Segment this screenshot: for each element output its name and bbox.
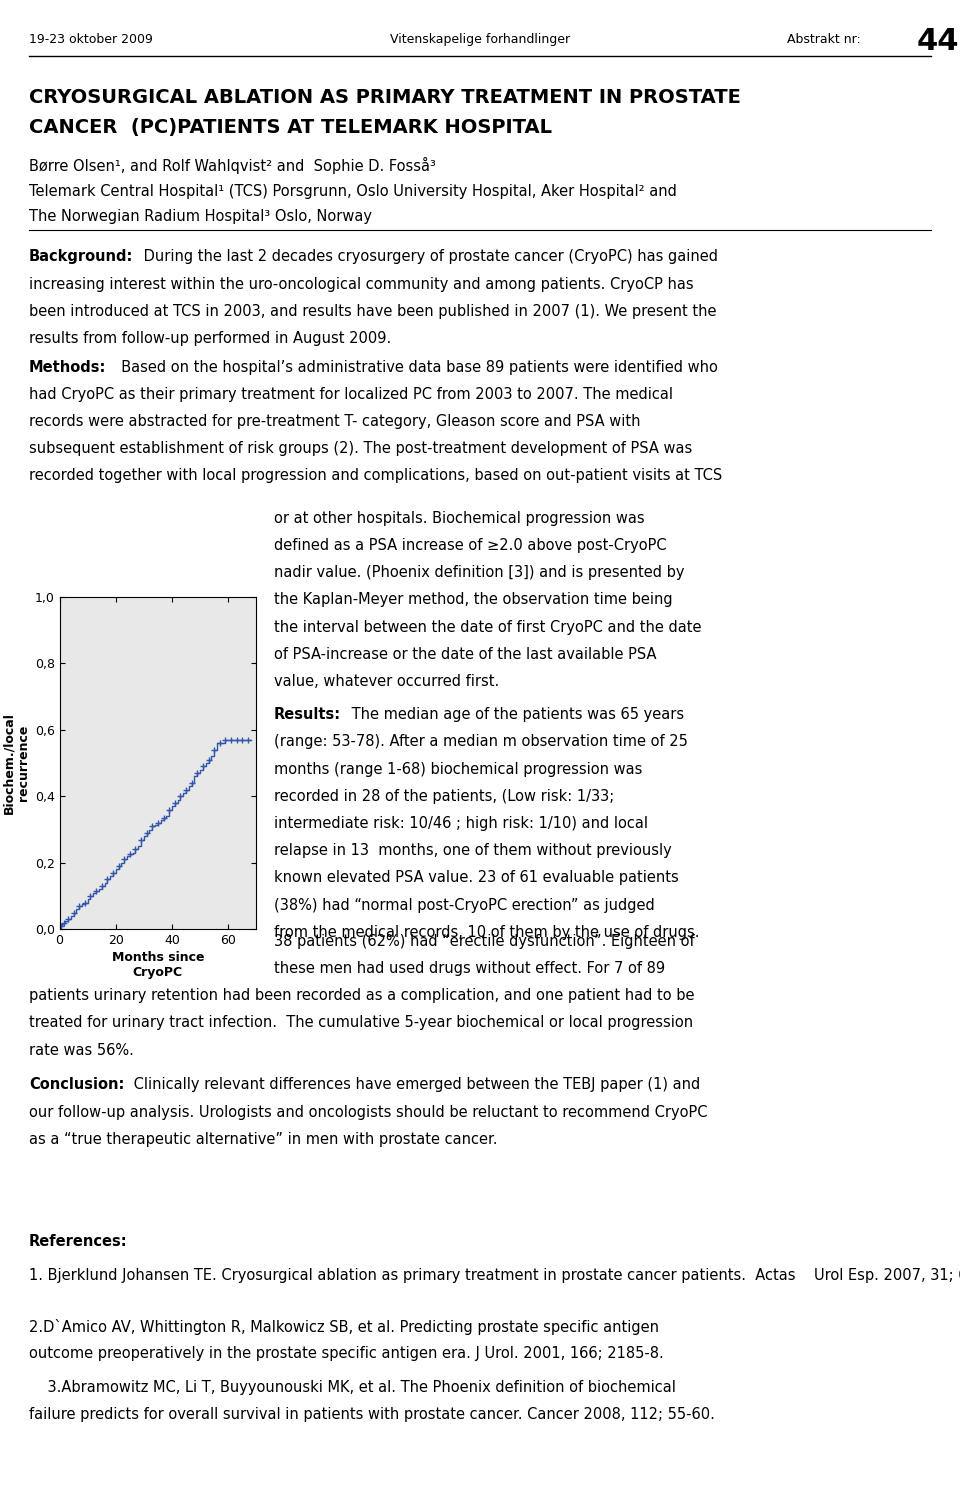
Text: of PSA-increase or the date of the last available PSA: of PSA-increase or the date of the last …	[274, 647, 656, 662]
Text: outcome preoperatively in the prostate specific antigen era. J Urol. 2001, 166; : outcome preoperatively in the prostate s…	[29, 1346, 663, 1361]
Text: CRYOSURGICAL ABLATION AS PRIMARY TREATMENT IN PROSTATE: CRYOSURGICAL ABLATION AS PRIMARY TREATME…	[29, 88, 741, 107]
Text: The Norwegian Radium Hospital³ Oslo, Norway: The Norwegian Radium Hospital³ Oslo, Nor…	[29, 209, 372, 224]
Text: been introduced at TCS in 2003, and results have been published in 2007 (1). We : been introduced at TCS in 2003, and resu…	[29, 304, 716, 319]
Text: patients urinary retention had been recorded as a complication, and one patient : patients urinary retention had been reco…	[29, 988, 694, 1003]
Text: Clinically relevant differences have emerged between the TEBJ paper (1) and: Clinically relevant differences have eme…	[129, 1077, 700, 1092]
Text: subsequent establishment of risk groups (2). The post-treatment development of P: subsequent establishment of risk groups …	[29, 441, 692, 456]
Text: increasing interest within the uro-oncological community and among patients. Cry: increasing interest within the uro-oncol…	[29, 277, 693, 292]
Text: treated for urinary tract infection.  The cumulative 5-year biochemical or local: treated for urinary tract infection. The…	[29, 1015, 693, 1031]
Y-axis label: Biochem./local
recurrence: Biochem./local recurrence	[3, 712, 31, 814]
Text: Abstrakt nr:: Abstrakt nr:	[787, 33, 861, 47]
Text: nadir value. (Phoenix definition [3]) and is presented by: nadir value. (Phoenix definition [3]) an…	[274, 565, 684, 580]
Text: records were abstracted for pre-treatment T- category, Gleason score and PSA wit: records were abstracted for pre-treatmen…	[29, 414, 640, 429]
Text: the interval between the date of first CryoPC and the date: the interval between the date of first C…	[274, 620, 701, 635]
Text: During the last 2 decades cryosurgery of prostate cancer (CryoPC) has gained: During the last 2 decades cryosurgery of…	[139, 249, 718, 264]
Text: recorded together with local progression and complications, based on out-patient: recorded together with local progression…	[29, 468, 722, 484]
Text: rate was 56%.: rate was 56%.	[29, 1043, 133, 1058]
Text: (38%) had “normal post-CryoPC erection” as judged: (38%) had “normal post-CryoPC erection” …	[274, 898, 655, 913]
Text: Methods:: Methods:	[29, 360, 107, 375]
Text: defined as a PSA increase of ≥2.0 above post-CryoPC: defined as a PSA increase of ≥2.0 above …	[274, 538, 666, 553]
Text: 38 patients (62%) had “erectile dysfunction”. Eighteen of: 38 patients (62%) had “erectile dysfunct…	[274, 934, 694, 949]
Text: had CryoPC as their primary treatment for localized PC from 2003 to 2007. The me: had CryoPC as their primary treatment fo…	[29, 387, 673, 402]
Text: known elevated PSA value. 23 of 61 evaluable patients: known elevated PSA value. 23 of 61 evalu…	[274, 870, 679, 885]
Text: or at other hospitals. Biochemical progression was: or at other hospitals. Biochemical progr…	[274, 511, 644, 526]
Text: 19-23 oktober 2009: 19-23 oktober 2009	[29, 33, 153, 47]
X-axis label: Months since
CryoPC: Months since CryoPC	[111, 952, 204, 979]
Text: Børre Olsen¹, and Rolf Wahlqvist² and  Sophie D. Fosså³: Børre Olsen¹, and Rolf Wahlqvist² and So…	[29, 157, 436, 174]
Text: 2.D`Amico AV, Whittington R, Malkowicz SB, et al. Predicting prostate specific a: 2.D`Amico AV, Whittington R, Malkowicz S…	[29, 1319, 659, 1336]
Text: Telemark Central Hospital¹ (TCS) Porsgrunn, Oslo University Hospital, Aker Hospi: Telemark Central Hospital¹ (TCS) Porsgru…	[29, 184, 677, 199]
Text: intermediate risk: 10/46 ; high risk: 1/10) and local: intermediate risk: 10/46 ; high risk: 1/…	[274, 816, 648, 831]
Text: References:: References:	[29, 1234, 128, 1250]
Text: these men had used drugs without effect. For 7 of 89: these men had used drugs without effect.…	[274, 961, 664, 976]
Text: The median age of the patients was 65 years: The median age of the patients was 65 ye…	[347, 707, 684, 722]
Text: Conclusion:: Conclusion:	[29, 1077, 124, 1092]
Text: 44: 44	[917, 27, 959, 56]
Text: from the medical records, 10 of them by the use of drugs.: from the medical records, 10 of them by …	[274, 925, 699, 940]
Text: the Kaplan-Meyer method, the observation time being: the Kaplan-Meyer method, the observation…	[274, 592, 672, 607]
Text: CANCER  (PC)PATIENTS AT TELEMARK HOSPITAL: CANCER (PC)PATIENTS AT TELEMARK HOSPITAL	[29, 118, 552, 138]
Text: failure predicts for overall survival in patients with prostate cancer. Cancer 2: failure predicts for overall survival in…	[29, 1407, 714, 1422]
Text: Background:: Background:	[29, 249, 133, 264]
Text: as a “true therapeutic alternative” in men with prostate cancer.: as a “true therapeutic alternative” in m…	[29, 1132, 497, 1147]
Text: 1. Bjerklund Johansen TE. Cryosurgical ablation as primary treatment in prostate: 1. Bjerklund Johansen TE. Cryosurgical a…	[29, 1268, 960, 1283]
Text: months (range 1-68) biochemical progression was: months (range 1-68) biochemical progress…	[274, 762, 642, 777]
Text: Based on the hospital’s administrative data base 89 patients were identified who: Based on the hospital’s administrative d…	[112, 360, 718, 375]
Text: value, whatever occurred first.: value, whatever occurred first.	[274, 674, 499, 689]
Text: results from follow-up performed in August 2009.: results from follow-up performed in Augu…	[29, 331, 391, 346]
Text: Results:: Results:	[274, 707, 341, 722]
Text: recorded in 28 of the patients, (Low risk: 1/33;: recorded in 28 of the patients, (Low ris…	[274, 789, 613, 804]
Text: relapse in 13  months, one of them without previously: relapse in 13 months, one of them withou…	[274, 843, 671, 858]
Text: our follow-up analysis. Urologists and oncologists should be reluctant to recomm: our follow-up analysis. Urologists and o…	[29, 1105, 708, 1120]
Text: (range: 53-78). After a median m observation time of 25: (range: 53-78). After a median m observa…	[274, 734, 687, 749]
Text: 3.Abramowitz MC, Li T, Buyyounouski MK, et al. The Phoenix definition of biochem: 3.Abramowitz MC, Li T, Buyyounouski MK, …	[29, 1380, 676, 1395]
Text: Vitenskapelige forhandlinger: Vitenskapelige forhandlinger	[390, 33, 570, 47]
